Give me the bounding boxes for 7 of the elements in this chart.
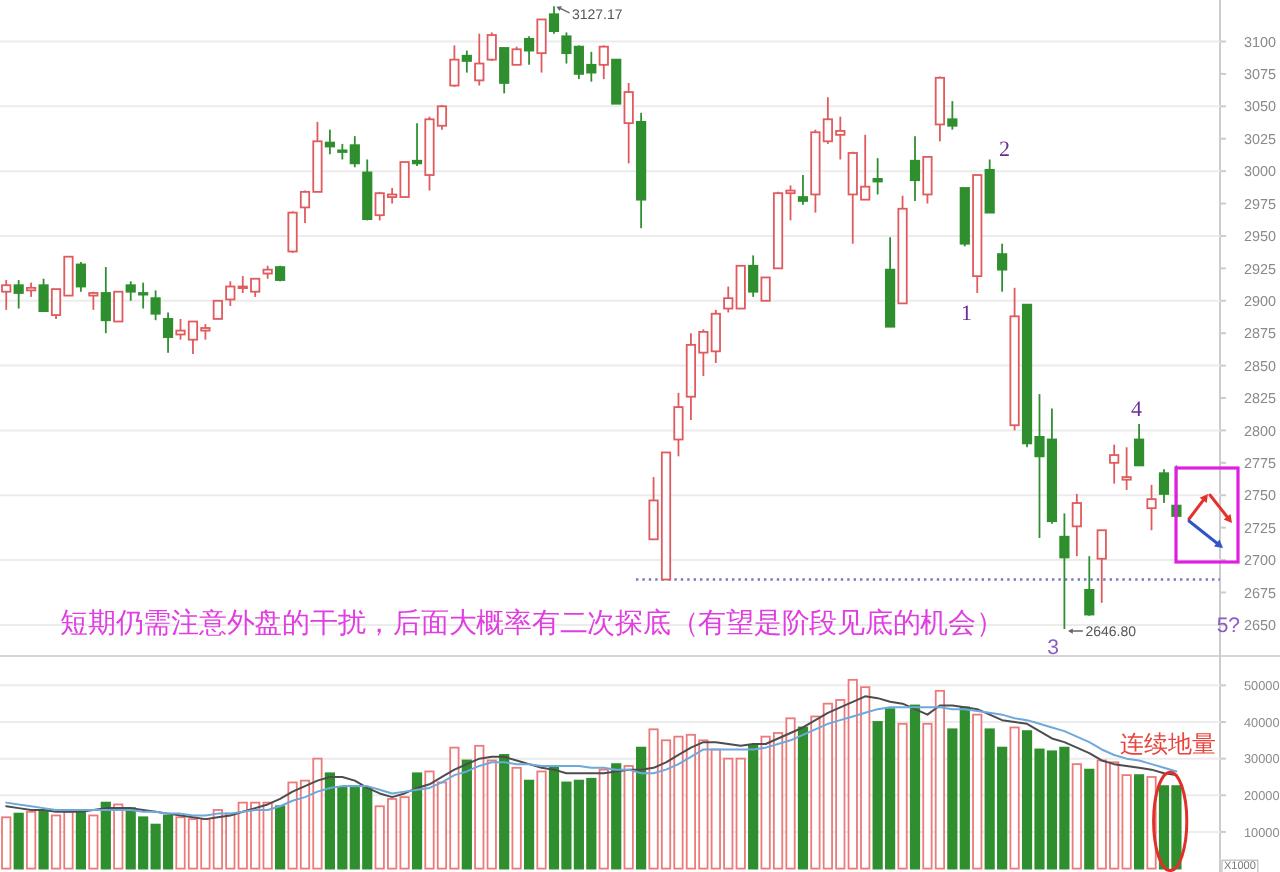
annotation: 5? [1216,614,1241,638]
annotation: 2 [999,138,1011,162]
annotation: 1 [961,302,973,326]
annotation: 4 [1131,398,1144,422]
annotation: 短期仍需注意外盘的干扰，后面大概率有二次探底（有望是阶段见底的机会） [60,608,1004,640]
annotation: 连续地量 [1120,730,1216,758]
annotation: 3 [1047,636,1060,660]
